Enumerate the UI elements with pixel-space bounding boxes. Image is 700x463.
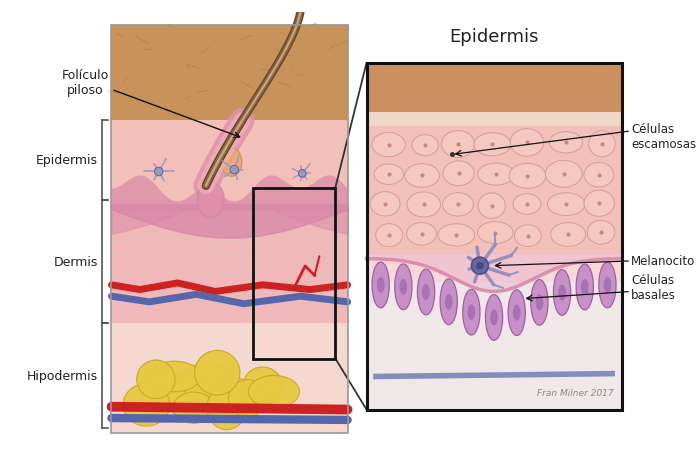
- Bar: [111, 323, 348, 433]
- Ellipse shape: [478, 194, 505, 219]
- Text: Epidermis: Epidermis: [36, 154, 98, 167]
- Bar: [367, 254, 622, 410]
- Ellipse shape: [581, 279, 589, 295]
- Bar: [111, 26, 348, 433]
- Ellipse shape: [547, 194, 584, 216]
- Ellipse shape: [476, 263, 484, 270]
- Text: Células
basales: Células basales: [631, 273, 676, 301]
- Ellipse shape: [545, 161, 582, 188]
- Ellipse shape: [243, 367, 282, 405]
- Ellipse shape: [598, 263, 616, 308]
- Text: Células
escamosas: Células escamosas: [631, 122, 696, 150]
- Ellipse shape: [468, 305, 475, 320]
- Ellipse shape: [412, 136, 438, 156]
- Ellipse shape: [584, 163, 614, 188]
- Text: Dermis: Dermis: [54, 255, 98, 268]
- Bar: [367, 113, 622, 127]
- Ellipse shape: [370, 192, 400, 217]
- Bar: [367, 64, 622, 113]
- Ellipse shape: [509, 164, 546, 189]
- Ellipse shape: [221, 149, 241, 177]
- Ellipse shape: [197, 182, 224, 218]
- Ellipse shape: [438, 224, 475, 246]
- Ellipse shape: [490, 310, 498, 326]
- Ellipse shape: [603, 277, 611, 294]
- Ellipse shape: [136, 360, 175, 399]
- Text: Melanocito: Melanocito: [631, 255, 695, 268]
- Ellipse shape: [422, 284, 430, 300]
- Bar: [253, 188, 335, 359]
- Ellipse shape: [554, 270, 570, 316]
- Text: Fran Milner 2017: Fran Milner 2017: [538, 388, 614, 397]
- Ellipse shape: [477, 164, 514, 186]
- Ellipse shape: [558, 285, 566, 301]
- Bar: [111, 120, 348, 200]
- Ellipse shape: [513, 305, 521, 321]
- Polygon shape: [367, 254, 622, 292]
- Ellipse shape: [531, 280, 548, 325]
- Text: Folículo
piloso: Folículo piloso: [62, 69, 108, 96]
- Ellipse shape: [417, 269, 435, 315]
- Ellipse shape: [149, 362, 201, 392]
- Ellipse shape: [228, 380, 267, 417]
- Text: Hipodermis: Hipodermis: [27, 369, 98, 382]
- Ellipse shape: [376, 224, 402, 247]
- Bar: [367, 64, 622, 410]
- Ellipse shape: [589, 131, 615, 157]
- Ellipse shape: [513, 194, 541, 215]
- Ellipse shape: [173, 392, 214, 423]
- Ellipse shape: [514, 225, 541, 247]
- Ellipse shape: [163, 375, 205, 416]
- Ellipse shape: [587, 221, 615, 244]
- Bar: [111, 26, 348, 120]
- Ellipse shape: [248, 375, 300, 408]
- Ellipse shape: [551, 223, 586, 247]
- Ellipse shape: [155, 168, 163, 176]
- Ellipse shape: [400, 279, 407, 295]
- Text: Epidermis: Epidermis: [449, 28, 539, 46]
- Ellipse shape: [550, 132, 582, 154]
- Ellipse shape: [230, 166, 239, 175]
- Ellipse shape: [442, 193, 473, 217]
- Ellipse shape: [440, 279, 457, 325]
- Ellipse shape: [407, 193, 440, 218]
- Ellipse shape: [444, 294, 453, 310]
- Ellipse shape: [510, 129, 544, 157]
- Ellipse shape: [395, 264, 412, 310]
- Ellipse shape: [536, 295, 543, 311]
- Ellipse shape: [576, 264, 594, 310]
- Ellipse shape: [181, 363, 234, 401]
- Ellipse shape: [407, 223, 437, 245]
- Ellipse shape: [372, 133, 405, 157]
- Bar: [367, 127, 622, 254]
- Polygon shape: [111, 176, 348, 205]
- Ellipse shape: [442, 131, 475, 158]
- Ellipse shape: [463, 290, 480, 335]
- Ellipse shape: [474, 133, 511, 156]
- Ellipse shape: [477, 222, 513, 244]
- Ellipse shape: [508, 290, 525, 336]
- Ellipse shape: [374, 165, 404, 185]
- Ellipse shape: [377, 277, 384, 294]
- Ellipse shape: [584, 191, 615, 217]
- Bar: [367, 282, 622, 410]
- Ellipse shape: [141, 368, 176, 410]
- Ellipse shape: [207, 386, 246, 430]
- Ellipse shape: [213, 378, 256, 409]
- Ellipse shape: [443, 162, 474, 186]
- Ellipse shape: [195, 350, 240, 395]
- Ellipse shape: [405, 164, 440, 188]
- Ellipse shape: [485, 295, 503, 341]
- Ellipse shape: [372, 263, 389, 308]
- Ellipse shape: [298, 170, 306, 178]
- Ellipse shape: [123, 384, 170, 426]
- Bar: [111, 200, 348, 323]
- Ellipse shape: [471, 257, 489, 275]
